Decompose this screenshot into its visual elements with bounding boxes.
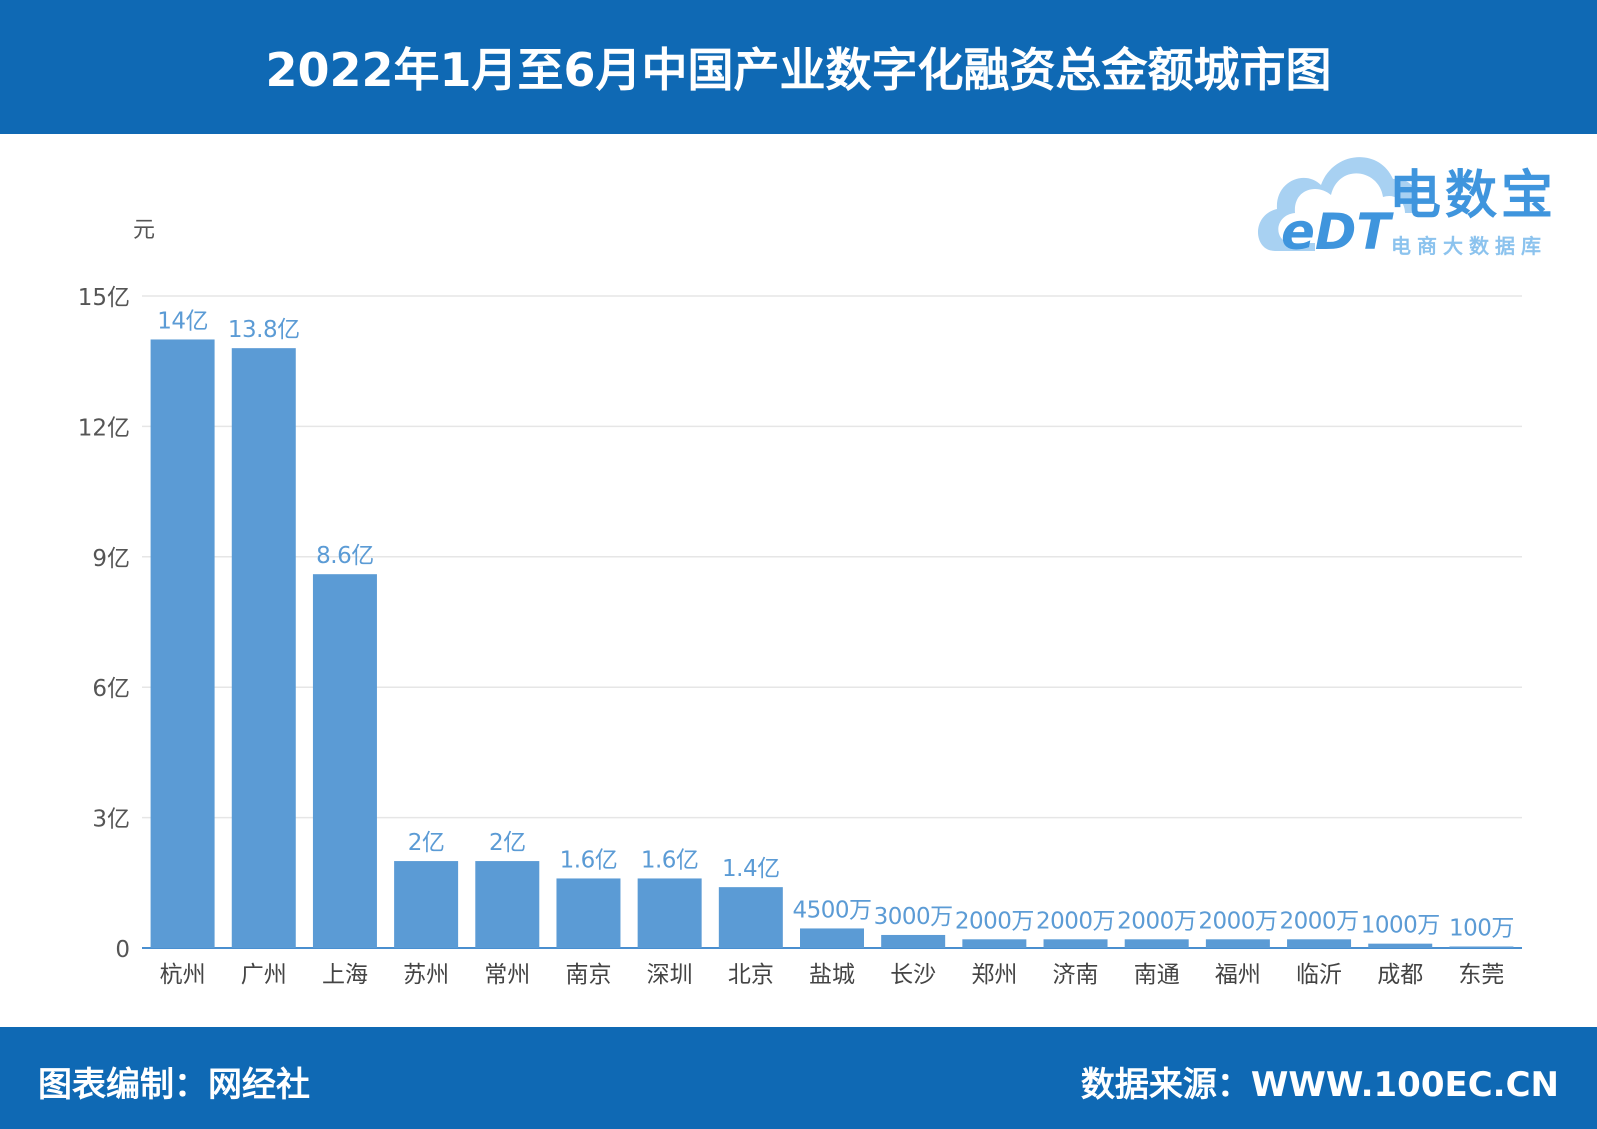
- bar: [881, 934, 946, 948]
- bar: [556, 878, 621, 948]
- x-tick-labels: 杭州 广州 上海 苏州 常州 南京 深圳 北京 盐城 长沙 郑州 济南 南通 福州 临沂 成都 东莞: [160, 962, 1505, 988]
- data-label: 13.8亿: [228, 317, 300, 343]
- bar: [1449, 946, 1514, 948]
- bar: [1368, 943, 1433, 948]
- x-tick-label: 临沂: [1296, 962, 1342, 988]
- y-tick-labels: 0 3亿 6亿 9亿 12亿 15亿: [78, 285, 130, 963]
- bar: [962, 939, 1027, 948]
- bars: [150, 339, 1514, 948]
- x-tick-label: 上海: [322, 962, 368, 988]
- bar: [394, 861, 459, 948]
- bar: [150, 339, 215, 948]
- x-tick-label: 杭州: [160, 962, 206, 988]
- x-tick-label: 苏州: [403, 962, 449, 988]
- y-tick-label: 15亿: [78, 285, 130, 311]
- y-tick-label: 9亿: [92, 546, 130, 572]
- data-label: 3000万: [874, 904, 953, 930]
- x-tick-label: 南通: [1134, 962, 1180, 988]
- bar: [1287, 939, 1352, 948]
- x-tick-label: 北京: [728, 962, 774, 988]
- x-tick-label: 深圳: [647, 962, 693, 988]
- cloud-icon: [1258, 157, 1419, 251]
- logo-letters: eDT: [1281, 203, 1394, 261]
- data-label: 2亿: [408, 830, 445, 856]
- data-label: 8.6亿: [316, 543, 374, 569]
- x-tick-label: 福州: [1215, 962, 1261, 988]
- bar: [1043, 939, 1108, 948]
- data-label: 1.4亿: [722, 856, 780, 882]
- data-source: 数据来源：WWW.100EC.CN: [1080, 1065, 1559, 1105]
- chart-credit: 图表编制：网经社: [38, 1065, 310, 1105]
- y-tick-label: 3亿: [92, 807, 130, 833]
- bar: [312, 574, 377, 948]
- bar: [718, 887, 783, 948]
- bar: [800, 928, 864, 948]
- data-label: 2000万: [1036, 908, 1115, 934]
- data-label: 1000万: [1361, 913, 1440, 939]
- x-tick-label: 南京: [565, 962, 611, 988]
- data-label: 1.6亿: [641, 847, 699, 873]
- logo-name: 电数宝: [1389, 166, 1557, 226]
- data-label: 4500万: [792, 897, 871, 923]
- y-axis-unit-label: 元: [133, 218, 155, 243]
- x-tick-label: 东莞: [1458, 962, 1504, 988]
- data-label: 2000万: [955, 908, 1034, 934]
- page-title: 2022年1月至6月中国产业数字化融资总金额城市图: [265, 43, 1332, 97]
- x-tick-label: 郑州: [971, 962, 1017, 988]
- y-tick-label: 6亿: [92, 676, 130, 702]
- data-label: 2000万: [1280, 908, 1359, 934]
- footer-bar: 图表编制：网经社 数据来源：WWW.100EC.CN: [0, 1027, 1597, 1129]
- x-tick-label: 常州: [484, 962, 530, 988]
- data-label: 100万: [1449, 916, 1514, 942]
- edt-logo: eDT 电数宝 电商大数据库: [1258, 157, 1557, 261]
- bar: [475, 861, 540, 948]
- bar: [231, 348, 296, 948]
- data-label: 2亿: [489, 830, 526, 856]
- data-label: 2000万: [1198, 908, 1277, 934]
- y-tick-label: 0: [115, 937, 130, 963]
- logo-subtitle: 电商大数据库: [1391, 234, 1547, 258]
- x-tick-label: 长沙: [890, 962, 936, 988]
- bar: [1205, 939, 1270, 948]
- title-bar: 2022年1月至6月中国产业数字化融资总金额城市图: [0, 0, 1597, 134]
- x-tick-label: 成都: [1377, 962, 1423, 988]
- x-tick-label: 广州: [241, 962, 287, 988]
- data-label: 2000万: [1117, 908, 1196, 934]
- x-tick-label: 济南: [1053, 962, 1099, 988]
- y-tick-label: 12亿: [78, 415, 130, 441]
- bar: [1124, 939, 1189, 948]
- bar: [637, 878, 702, 948]
- x-tick-label: 盐城: [809, 962, 855, 988]
- data-label: 14亿: [157, 308, 208, 334]
- data-label: 1.6亿: [560, 847, 618, 873]
